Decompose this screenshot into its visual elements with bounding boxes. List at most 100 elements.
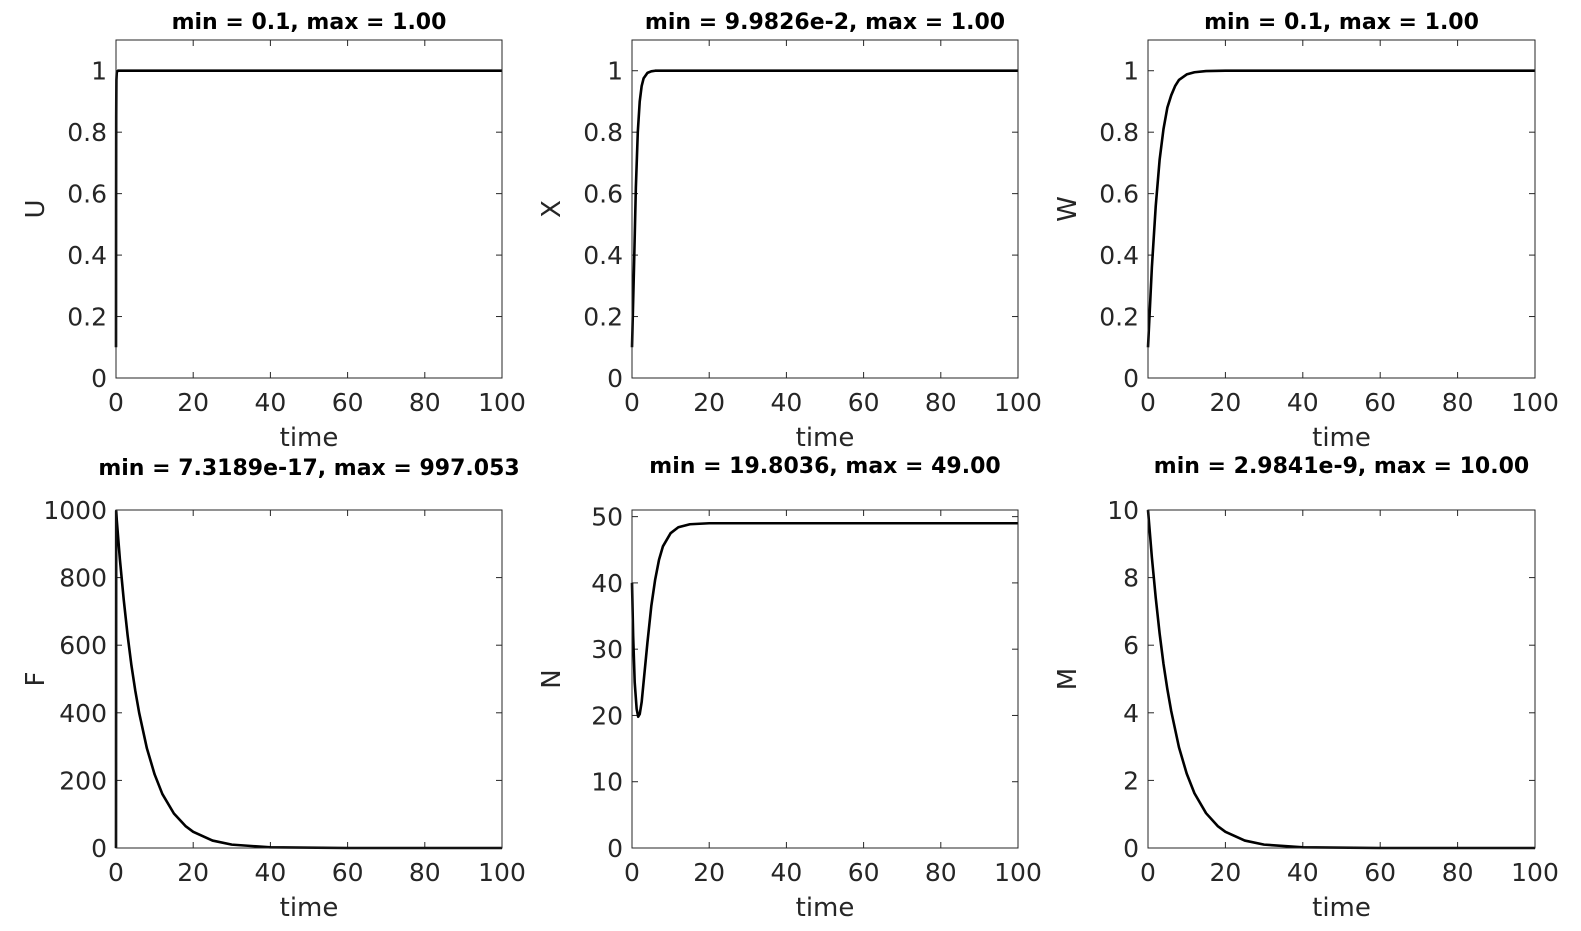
y-tick-label: 400 (59, 699, 107, 728)
plot-area (632, 40, 1018, 378)
series-line-x (630, 69, 1018, 348)
y-axis-label: F (21, 672, 51, 687)
series-line-n (630, 521, 1018, 719)
x-axis-label: time (280, 423, 339, 453)
y-tick-label: 0.8 (1099, 118, 1139, 147)
y-tick-label: 0 (607, 834, 623, 863)
plot-area (1148, 510, 1535, 848)
axes-frame (1147, 39, 1536, 379)
chart-title: min = 0.1, max = 1.00 (172, 10, 447, 35)
y-tick-label: 50 (591, 503, 623, 532)
y-tick-label: 0.2 (1099, 303, 1139, 332)
x-tick-label: 80 (925, 858, 957, 887)
x-tick-label: 40 (254, 388, 286, 417)
x-tick-label: 60 (848, 388, 880, 417)
y-tick-label: 1 (91, 57, 107, 86)
x-tick-label: 100 (1511, 858, 1559, 887)
subplot-n: 0 20 40 60 80 100 0 10 20 30 40 50 min = 19.8036, ma… (537, 454, 1042, 923)
x-tick-label: 80 (409, 858, 441, 887)
series-line-w (1146, 69, 1535, 348)
x-tick-label: 100 (478, 858, 526, 887)
x-tick-label: 60 (332, 388, 364, 417)
y-axis-label: U (21, 199, 51, 218)
chart-title: min = 2.9841e-9, max = 10.00 (1154, 454, 1529, 479)
axes-frame (115, 509, 503, 849)
x-tick-label: 60 (848, 858, 880, 887)
x-tick-label: 0 (624, 388, 640, 417)
x-tick-label: 20 (177, 858, 209, 887)
x-tick-label: 100 (478, 388, 526, 417)
chart-title: min = 9.9826e-2, max = 1.00 (645, 10, 1005, 35)
y-axis-label: W (1053, 196, 1083, 222)
x-axis-label: time (1312, 893, 1371, 923)
x-tick-label: 0 (1140, 858, 1156, 887)
x-tick-label: 0 (108, 388, 124, 417)
x-tick-label: 40 (770, 858, 802, 887)
x-tick-label: 20 (177, 388, 209, 417)
series-line-m (1146, 509, 1535, 850)
y-tick-label: 4 (1123, 699, 1139, 728)
y-tick-label: 0 (91, 834, 107, 863)
plot-area (632, 510, 1018, 848)
x-tick-label: 80 (1442, 858, 1474, 887)
x-tick-label: 40 (770, 388, 802, 417)
x-tick-label: 60 (1364, 858, 1396, 887)
y-tick-label: 0.6 (583, 180, 623, 209)
y-tick-label: 1000 (43, 496, 107, 525)
axes-frame (631, 39, 1019, 379)
y-axis-label: N (537, 669, 567, 688)
y-tick-label: 10 (1107, 496, 1139, 525)
chart-title: min = 7.3189e-17, max = 997.053 (98, 456, 519, 481)
plot-area (116, 40, 502, 378)
y-tick-label: 0.4 (1099, 241, 1139, 270)
subplot-x: 0 20 40 60 80 100 0 0.2 0.4 0.6 0.8 1 min = 9.9826e-… (537, 10, 1042, 453)
plot-area (116, 510, 502, 848)
x-axis-label: time (796, 893, 855, 923)
y-tick-label: 0.2 (583, 303, 623, 332)
x-tick-label: 40 (1287, 858, 1319, 887)
subplot-m: 0 20 40 60 80 100 0 2 4 6 8 10 min = 2.9841e-9, max … (1053, 454, 1559, 923)
x-axis-label: time (1312, 423, 1371, 453)
x-tick-label: 40 (1287, 388, 1319, 417)
axes-frame (1147, 509, 1536, 849)
plot-area (1148, 40, 1535, 378)
y-tick-label: 800 (59, 564, 107, 593)
y-tick-label: 0 (1123, 834, 1139, 863)
y-tick-label: 1 (607, 57, 623, 86)
y-tick-label: 200 (59, 766, 107, 795)
y-tick-label: 0.2 (67, 303, 107, 332)
y-tick-label: 40 (591, 569, 623, 598)
y-tick-label: 0.8 (67, 118, 107, 147)
x-tick-label: 20 (693, 858, 725, 887)
y-tick-label: 2 (1123, 766, 1139, 795)
y-tick-label: 1 (1123, 57, 1139, 86)
y-tick-label: 600 (59, 631, 107, 660)
chart-title: min = 0.1, max = 1.00 (1204, 10, 1479, 35)
x-tick-label: 100 (994, 388, 1042, 417)
y-axis-label: X (537, 200, 567, 218)
y-tick-label: 20 (591, 701, 623, 730)
x-axis-label: time (796, 423, 855, 453)
subplot-w: 0 20 40 60 80 100 0 0.2 0.4 0.6 0.8 1 min = 0.1, max… (1053, 10, 1559, 453)
y-tick-label: 0.6 (67, 180, 107, 209)
x-tick-label: 40 (254, 858, 286, 887)
y-tick-label: 30 (591, 635, 623, 664)
chart-title: min = 19.8036, max = 49.00 (649, 454, 1000, 479)
x-tick-label: 0 (624, 858, 640, 887)
x-tick-label: 100 (994, 858, 1042, 887)
y-tick-label: 8 (1123, 564, 1139, 593)
y-tick-label: 10 (591, 768, 623, 797)
y-tick-label: 6 (1123, 631, 1139, 660)
y-tick-label: 0 (607, 364, 623, 393)
series-line-f (114, 509, 502, 850)
y-tick-label: 0 (91, 364, 107, 393)
x-tick-label: 80 (925, 388, 957, 417)
y-tick-label: 0 (1123, 364, 1139, 393)
y-tick-label: 0.4 (67, 241, 107, 270)
x-tick-label: 60 (1364, 388, 1396, 417)
x-tick-label: 20 (1209, 858, 1241, 887)
axes-frame (631, 509, 1019, 849)
subplot-u: 0 20 40 60 80 100 0 0.2 0.4 0.6 0.8 1 min = 0.1, max… (21, 10, 526, 453)
